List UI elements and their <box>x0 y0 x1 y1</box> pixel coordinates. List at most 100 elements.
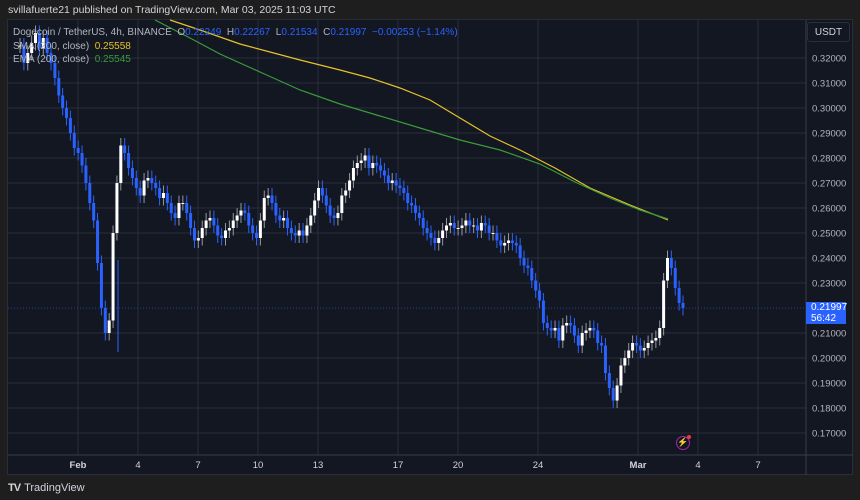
candle-up <box>665 258 669 281</box>
candle-up <box>340 195 344 213</box>
time-tick: 4 <box>695 460 700 471</box>
candle-down <box>526 265 530 268</box>
time-tick: 7 <box>755 460 760 471</box>
candle-up <box>479 223 483 231</box>
sma-row[interactable]: SMA (200, close) 0.25558 <box>13 40 131 52</box>
candle-down <box>169 203 173 213</box>
sma-line <box>169 19 669 221</box>
candle-down <box>103 308 107 333</box>
candle-up <box>235 215 239 221</box>
candle-down <box>216 225 220 236</box>
candle-down <box>367 155 371 168</box>
price-tick: 0.27000 <box>812 179 846 190</box>
time-tick: 13 <box>313 460 324 471</box>
candle-up <box>472 225 476 227</box>
candle-up <box>441 230 445 238</box>
candle-down <box>421 218 425 228</box>
time-tick: Mar <box>630 460 647 471</box>
candle-down <box>673 268 677 288</box>
candle-up <box>642 348 646 351</box>
candle-up <box>464 220 468 226</box>
candle-up <box>623 358 627 366</box>
candle-up <box>615 385 619 401</box>
symbol-name[interactable]: Dogecoin / TetherUS, 4h, BINANCE <box>13 27 172 38</box>
candle-down <box>534 280 538 291</box>
candle-down <box>413 205 417 213</box>
candle-up <box>266 195 270 198</box>
chart-pane[interactable] <box>7 19 853 475</box>
candle-up <box>309 215 313 226</box>
candle-down <box>134 178 138 188</box>
candle-up <box>313 200 317 216</box>
ema-row[interactable]: EMA (200, close) 0.25545 <box>13 54 131 65</box>
candle-down <box>603 345 607 373</box>
candle-down <box>328 205 332 216</box>
ema-line <box>154 19 669 220</box>
candle-down <box>88 183 92 203</box>
candle-up <box>227 228 231 231</box>
candle-down <box>538 290 542 301</box>
candle-up <box>30 43 34 53</box>
high-value: 0.22267 <box>234 27 271 38</box>
candle-down <box>255 233 259 238</box>
candle-down <box>96 220 100 263</box>
open-value: 0.22249 <box>185 27 222 38</box>
candle-up <box>305 225 309 236</box>
candle-down <box>138 188 142 196</box>
price-tick: 0.17000 <box>812 429 846 440</box>
price-tick: 0.30000 <box>812 104 846 115</box>
candle-down <box>417 213 421 218</box>
lightning-event-icon[interactable]: ⚡ <box>676 435 691 450</box>
candle-down <box>57 78 61 96</box>
candle-down <box>468 220 472 226</box>
candle-up <box>336 213 340 218</box>
candle-down <box>247 213 251 226</box>
candle-down <box>289 228 293 233</box>
candle-up <box>631 343 635 351</box>
candle-down <box>499 240 503 246</box>
candle-up <box>317 188 321 201</box>
candle-down <box>76 148 80 153</box>
candle-up <box>355 163 359 168</box>
candle-up <box>146 178 150 181</box>
candle-down <box>212 218 216 226</box>
candle-up <box>503 243 507 246</box>
candle-down <box>406 193 410 203</box>
candle-up <box>444 225 448 231</box>
currency-button[interactable]: USDT <box>807 22 850 42</box>
price-tick: 0.25000 <box>812 229 846 240</box>
candle-up <box>662 280 666 328</box>
price-tick: 0.24000 <box>812 254 846 265</box>
candle-down <box>382 170 386 176</box>
candle-up <box>437 238 441 243</box>
sma-value: 0.25558 <box>94 40 131 52</box>
candle-down <box>541 300 545 323</box>
candle-down <box>251 225 255 233</box>
candle-down <box>592 328 596 331</box>
candle-up <box>231 220 235 228</box>
candle-down <box>22 45 26 63</box>
candle-up <box>142 180 146 196</box>
candle-down <box>173 213 177 218</box>
candle-down <box>278 215 282 221</box>
candle-down <box>569 323 573 326</box>
candle-down <box>518 245 522 258</box>
price-tick: 0.31000 <box>812 79 846 90</box>
candle-up <box>204 220 208 228</box>
candle-down <box>638 345 642 351</box>
candle-up <box>107 320 111 333</box>
candle-down <box>189 213 193 228</box>
time-tick: 24 <box>533 460 544 471</box>
ema-value: 0.25545 <box>94 54 131 65</box>
candle-up <box>223 230 227 238</box>
price-tick: 0.18000 <box>812 404 846 415</box>
time-tick: 17 <box>393 460 404 471</box>
candle-down <box>320 188 324 196</box>
price-tick: 0.21000 <box>812 329 846 340</box>
candle-down <box>379 165 383 171</box>
candle-up <box>181 203 185 204</box>
low-value: 0.21534 <box>281 27 318 38</box>
candle-up <box>258 220 262 238</box>
candle-down <box>72 133 76 148</box>
